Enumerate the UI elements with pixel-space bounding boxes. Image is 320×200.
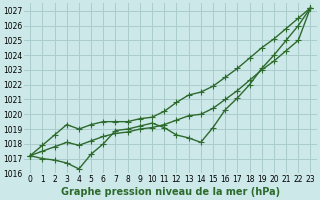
X-axis label: Graphe pression niveau de la mer (hPa): Graphe pression niveau de la mer (hPa)	[61, 187, 280, 197]
